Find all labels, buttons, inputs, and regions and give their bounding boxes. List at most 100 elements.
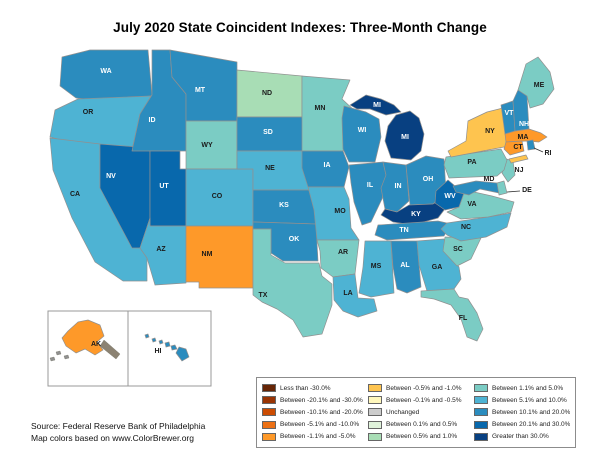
- hawaii-inset-box: [127, 310, 212, 387]
- state-label-CA: CA: [70, 191, 80, 198]
- state-WI: [341, 105, 382, 163]
- state-label-RI: RI: [545, 150, 552, 157]
- state-ME: [517, 56, 555, 109]
- state-label-NV: NV: [106, 173, 116, 180]
- legend-item: Between 0.1% and 0.5%: [368, 419, 474, 431]
- state-VA: [446, 189, 515, 220]
- state-label-WY: WY: [201, 142, 213, 149]
- state-NH: [512, 89, 530, 132]
- legend-item: Between -0.1% and -0.5%: [368, 394, 474, 406]
- legend-item: Greater than 30.0%: [474, 431, 570, 443]
- legend-swatch: [262, 384, 276, 393]
- legend-item: Between 5.1% and 10.0%: [474, 394, 570, 406]
- state-label-NJ: NJ: [515, 167, 524, 174]
- state-HI: [170, 344, 178, 351]
- state-LA: [332, 273, 378, 318]
- state-label-PA: PA: [467, 159, 476, 166]
- state-label-MD: MD: [484, 176, 495, 183]
- legend-item: Less than -30.0%: [262, 382, 368, 394]
- state-label-SC: SC: [453, 246, 463, 253]
- state-label-NM: NM: [202, 251, 213, 258]
- state-label-AL: AL: [400, 262, 410, 269]
- legend-swatch: [474, 384, 488, 393]
- state-label-IN: IN: [395, 183, 402, 190]
- legend-swatch: [368, 432, 382, 441]
- state-HI: [158, 339, 164, 345]
- legend-swatch: [474, 420, 488, 429]
- legend-label: Between 0.1% and 0.5%: [386, 421, 458, 429]
- state-label-IL: IL: [367, 182, 374, 189]
- legend-item: Between 10.1% and 20.0%: [474, 406, 570, 418]
- state-label-DE: DE: [522, 187, 532, 194]
- legend-item: Between 1.1% and 5.0%: [474, 382, 570, 394]
- state-AK: [61, 319, 105, 356]
- state-label-OH: OH: [423, 176, 434, 183]
- state-MI: [349, 94, 402, 116]
- de-pointer-line: [506, 190, 521, 193]
- state-label-OK: OK: [289, 236, 300, 243]
- legend-item: Between -1.1% and -5.0%: [262, 431, 368, 443]
- legend-label: Between -5.1% and -10.0%: [280, 421, 360, 429]
- state-label-NC: NC: [461, 224, 471, 231]
- state-label-ID: ID: [149, 117, 156, 124]
- legend-label: Greater than 30.0%: [492, 433, 549, 441]
- state-MI: [384, 110, 425, 161]
- legend: Less than -30.0% Between -20.1% and -30.0…: [256, 377, 576, 448]
- legend-label: Between -20.1% and -30.0%: [280, 396, 363, 404]
- state-NM: [185, 225, 254, 289]
- alaska-panhandle-decoration: [49, 356, 56, 362]
- state-label-SD: SD: [263, 129, 273, 136]
- state-label-CO: CO: [212, 193, 223, 200]
- alaska-panhandle-decoration: [63, 354, 70, 360]
- alaska-panhandle-decoration: [99, 339, 121, 360]
- state-label-VT: VT: [505, 110, 515, 117]
- state-label-HI: HI: [155, 348, 162, 355]
- state-HI: [175, 346, 190, 362]
- state-label-CT: CT: [513, 144, 523, 151]
- state-label-MS: MS: [371, 263, 382, 270]
- state-WA: [59, 49, 153, 102]
- source-line-2: Map colors based on www.ColorBrewer.org: [31, 432, 194, 443]
- legend-label: Between -0.5% and -1.0%: [386, 384, 462, 392]
- ri-pointer-line: [533, 147, 544, 153]
- legend-swatch: [368, 384, 382, 393]
- legend-item: Between 0.5% and 1.0%: [368, 431, 474, 443]
- state-IA: [301, 150, 350, 188]
- page-title: July 2020 State Coincident Indexes: Thre…: [113, 20, 487, 35]
- state-label-IA: IA: [324, 162, 331, 169]
- state-label-FL: FL: [459, 315, 468, 322]
- state-label-AZ: AZ: [156, 246, 166, 253]
- legend-label: Between 0.5% and 1.0%: [386, 433, 458, 441]
- state-label-TX: TX: [259, 292, 268, 299]
- legend-label: Between 20.1% and 30.0%: [492, 421, 570, 429]
- state-TN: [374, 220, 452, 241]
- legend-label: Unchanged: [386, 408, 420, 416]
- state-PA: [443, 148, 508, 179]
- state-DE: [496, 180, 508, 196]
- legend-label: Between 10.1% and 20.0%: [492, 408, 570, 416]
- legend-item: Between -10.1% and -20.0%: [262, 406, 368, 418]
- state-label-TN: TN: [399, 227, 408, 234]
- state-label-UT: UT: [159, 183, 169, 190]
- state-label-WV: WV: [444, 193, 456, 200]
- legend-item: Between -20.1% and -30.0%: [262, 394, 368, 406]
- legend-swatch: [368, 396, 382, 405]
- state-label-MI: MI: [401, 134, 409, 141]
- state-HI: [151, 337, 157, 343]
- state-MO: [307, 186, 360, 241]
- state-RI: [526, 139, 536, 151]
- state-IL: [348, 161, 387, 226]
- legend-label: Between -1.1% and -5.0%: [280, 433, 356, 441]
- state-label-MA: MA: [518, 134, 529, 141]
- legend-swatch: [474, 432, 488, 441]
- state-label-MO: MO: [334, 208, 346, 215]
- legend-label: Between -10.1% and -20.0%: [280, 408, 363, 416]
- state-label-VA: VA: [467, 201, 476, 208]
- state-label-MN: MN: [315, 105, 326, 112]
- state-label-MT: MT: [195, 87, 206, 94]
- legend-swatch: [474, 396, 488, 405]
- state-label-WA: WA: [100, 68, 111, 75]
- state-TX: [252, 228, 333, 338]
